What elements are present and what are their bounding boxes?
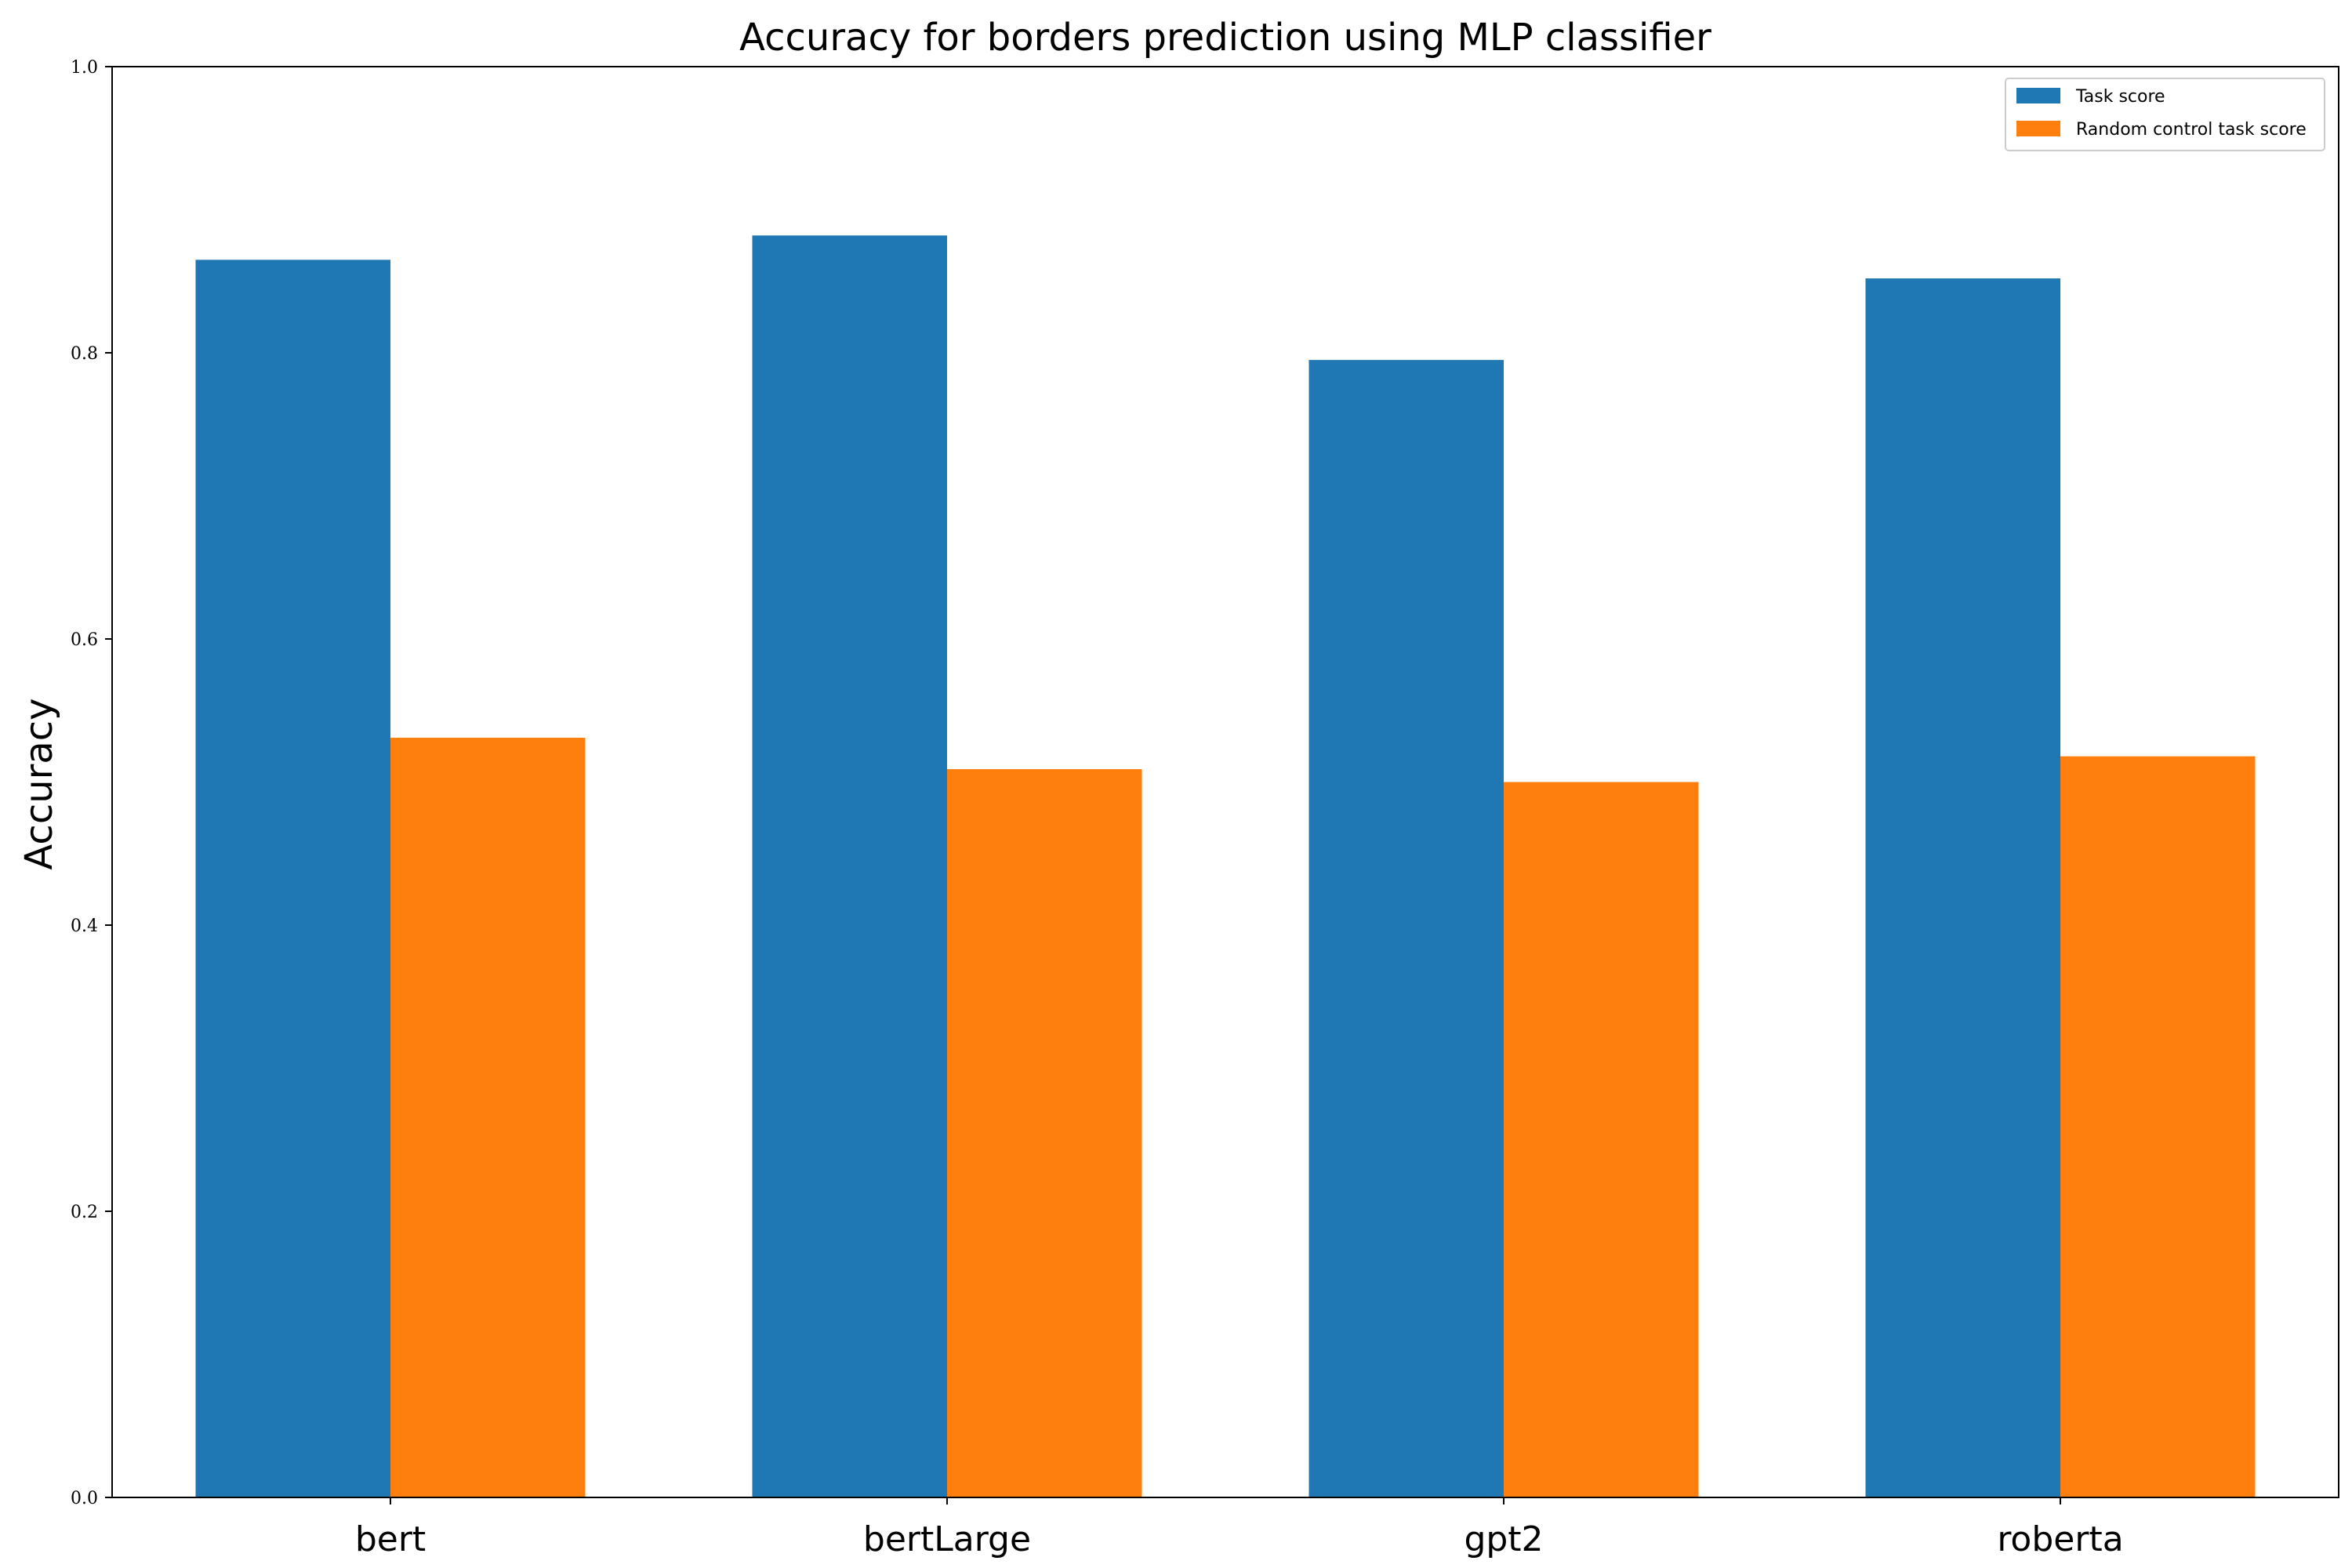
bar-bert-random-control [390,737,586,1497]
bars-layer [195,235,2256,1498]
x-tick-label: roberta [1997,1519,2123,1559]
bar-bertLarge-random-control [947,769,1142,1497]
legend-swatch-task-score [2016,88,2060,103]
y-tick-label: 0.2 [71,1203,98,1222]
chart-title: Accuracy for borders prediction using ML… [739,16,1711,60]
legend-label-random-control: Random control task score [2076,120,2307,140]
y-tick-label: 1.0 [71,58,98,78]
y-tick-label: 0.0 [71,1489,98,1508]
x-tick-label: bert [355,1519,426,1559]
legend: Task score Random control task score [2005,78,2325,151]
legend-box [2005,78,2325,151]
y-axis-label: Accuracy [17,698,61,869]
x-tick-label: bertLarge [863,1519,1031,1559]
legend-label-task-score: Task score [2075,87,2165,107]
y-tick-label: 0.6 [71,630,98,650]
bar-bert-task-score [195,260,390,1497]
plot-frame [111,66,2339,1498]
bar-gpt2-task-score [1308,360,1504,1497]
bar-roberta-task-score [1865,278,2060,1498]
bar-roberta-random-control [2060,756,2256,1497]
bar-gpt2-random-control [1504,782,1699,1497]
y-tick-label: 0.8 [71,344,98,364]
y-tick-label: 0.4 [71,916,98,936]
x-tick-label: gpt2 [1464,1519,1543,1559]
legend-swatch-random-control [2016,121,2060,136]
bar-bertLarge-task-score [752,235,947,1498]
ticks-layer: bert bertLarge gpt2 roberta 0.0 0.2 0.4 0.6 0.8 1… [71,58,2124,1559]
